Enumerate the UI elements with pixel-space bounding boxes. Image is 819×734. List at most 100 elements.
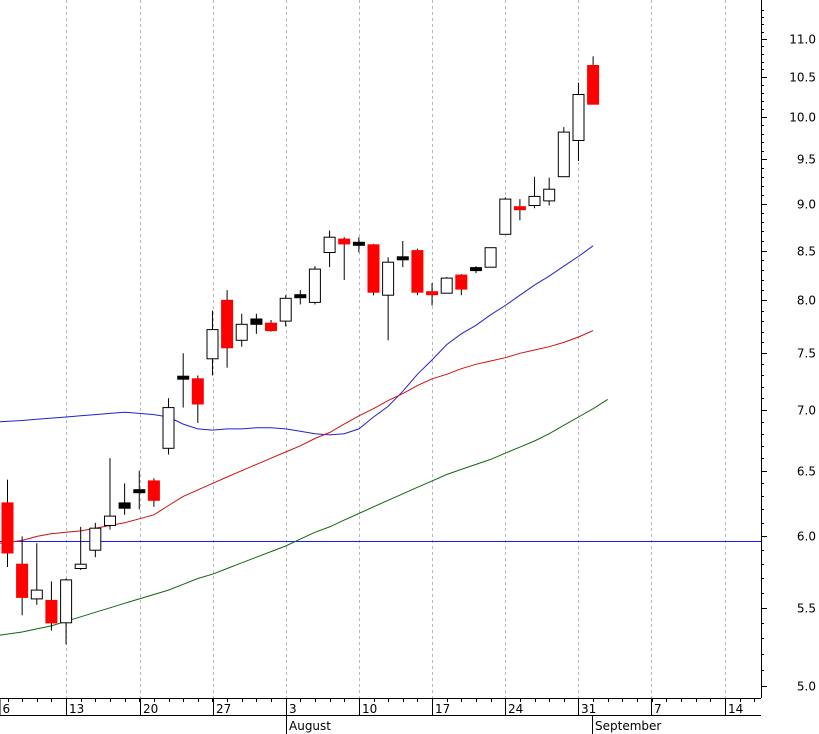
candle — [308, 266, 321, 305]
candle-body — [557, 131, 570, 178]
candle — [89, 522, 102, 558]
x-tick-label: 17 — [435, 702, 450, 716]
candle-body — [440, 277, 453, 294]
candle — [338, 237, 351, 281]
candle-body — [162, 407, 175, 449]
candle — [30, 543, 43, 605]
candle — [162, 398, 175, 455]
candle-body — [265, 322, 277, 332]
candle — [74, 526, 87, 570]
y-tick-label: 7.5 — [797, 347, 816, 361]
candle — [221, 290, 234, 368]
candle-body — [499, 198, 512, 235]
candle — [60, 578, 73, 645]
y-tick-label: 5.5 — [797, 602, 816, 616]
candle — [118, 483, 131, 515]
candle — [279, 295, 292, 327]
candle — [396, 240, 409, 268]
candle-body — [16, 563, 29, 598]
candle — [484, 247, 497, 268]
candle-body — [294, 294, 307, 299]
candle — [16, 536, 29, 616]
x-tick-label: 3 — [289, 702, 297, 716]
candle — [177, 353, 190, 408]
candle — [133, 470, 146, 510]
candle — [367, 243, 380, 296]
candle — [352, 237, 365, 253]
y-tick-label: 5.0 — [797, 680, 816, 694]
x-axis-ticks: 6 13 20 27 3 10 17 24 31 7 14 August September — [0, 698, 761, 734]
x-tick-label: 13 — [69, 702, 84, 716]
candle-body — [206, 329, 219, 360]
y-tick-label: 6.5 — [797, 465, 816, 479]
candle — [250, 313, 263, 334]
axes-layer — [0, 0, 762, 699]
candle — [499, 197, 512, 235]
candle-body — [484, 247, 497, 268]
candle-body — [308, 268, 321, 303]
candle-body — [30, 589, 43, 600]
candle-body — [147, 480, 160, 501]
candle-body — [118, 502, 131, 509]
candle — [265, 320, 277, 332]
candle-body — [323, 236, 336, 253]
y-tick-label: 9.0 — [797, 198, 816, 212]
candle-body — [470, 267, 482, 272]
candle — [411, 248, 424, 296]
candle — [323, 230, 336, 268]
y-axis-ticks: 5.0 5.5 6.0 6.5 7.0 7.5 8.0 8.5 9.0 9.5 10.0 10.5 11… — [761, 10, 816, 694]
x-tick-label: 20 — [143, 702, 158, 716]
x-tick-label: 10 — [362, 702, 377, 716]
grid-layer — [66, 0, 726, 698]
x-tick-label: 31 — [581, 702, 596, 716]
candle — [206, 310, 219, 376]
candle-body — [235, 323, 248, 341]
x-tick-label: 14 — [728, 702, 743, 716]
candle-body — [367, 244, 380, 293]
candle-body — [250, 318, 263, 325]
moving-average-layer — [0, 245, 608, 636]
candle-body — [221, 299, 234, 349]
candle-body — [191, 378, 204, 405]
candle — [587, 56, 600, 105]
y-tick-label: 8.5 — [797, 245, 816, 259]
moving-average-red — [0, 330, 594, 544]
y-tick-label: 10.0 — [789, 111, 816, 125]
x-tick-label: 7 — [654, 702, 662, 716]
candle — [426, 283, 439, 306]
moving-average-blue — [0, 245, 594, 436]
candle — [513, 199, 526, 221]
candle-body — [426, 291, 439, 296]
candle — [470, 266, 482, 274]
candle — [235, 313, 248, 347]
y-tick-label: 10.5 — [789, 71, 816, 85]
candle — [45, 581, 58, 631]
candle — [572, 82, 585, 162]
candle — [147, 478, 160, 507]
y-tick-label: 6.0 — [797, 530, 816, 544]
candle-body — [411, 250, 424, 293]
candle-body — [89, 527, 102, 551]
y-tick-label: 9.5 — [797, 153, 816, 167]
candle-body — [338, 238, 351, 245]
candles-layer — [1, 56, 600, 645]
candle-body — [587, 65, 600, 105]
candle-body — [279, 297, 292, 322]
candle-body — [1, 502, 14, 554]
candle — [557, 127, 570, 178]
candle-body — [74, 563, 87, 570]
x-tick-label: 27 — [216, 702, 231, 716]
candle-body — [133, 489, 146, 494]
candle-body — [396, 256, 409, 261]
candle-body — [572, 94, 585, 141]
candle-body — [543, 188, 556, 202]
candle-body — [352, 241, 365, 246]
y-tick-label: 8.0 — [797, 294, 816, 308]
candle-body — [45, 599, 58, 624]
candle-body — [455, 274, 468, 290]
candle-body — [528, 195, 541, 206]
candle — [104, 458, 116, 530]
moving-average-green — [0, 398, 608, 636]
